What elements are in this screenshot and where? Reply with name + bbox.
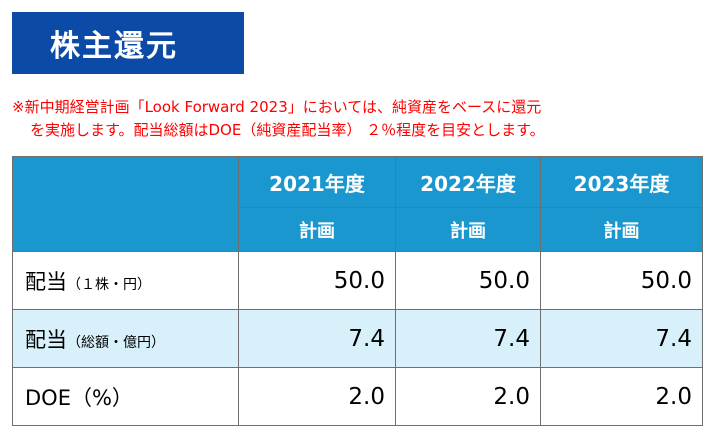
value-cell: 7.4 bbox=[238, 309, 396, 368]
policy-note-line-2: を実施します。配当総額はDOE（純資産配当率） ２％程度を目安とします。 bbox=[30, 121, 545, 139]
table-row-dividend-total: 配当（総額・億円） 7.4 7.4 7.4 bbox=[12, 309, 703, 368]
row-label-sub: （総額・億円） bbox=[67, 334, 165, 351]
value-cell: 50.0 bbox=[540, 251, 703, 310]
shareholder-return-table: 2021年度 2022年度 2023年度 計画 計画 計画 配当（１株・円） 5… bbox=[12, 156, 703, 426]
header-plan-2022: 計画 bbox=[395, 207, 541, 252]
value-cell: 2.0 bbox=[395, 367, 541, 426]
policy-note-line-1: ※新中期経営計画「Look Forward 2023」においては、純資産をベース… bbox=[12, 98, 542, 116]
row-label: 配当（総額・億円） bbox=[12, 309, 239, 368]
table-row-doe: DOE（%） 2.0 2.0 2.0 bbox=[12, 367, 703, 426]
row-label-main: 配当 bbox=[25, 327, 67, 352]
row-label: 配当（１株・円） bbox=[12, 251, 239, 310]
value-cell: 7.4 bbox=[540, 309, 703, 368]
section-title-text: 株主還元 bbox=[50, 29, 178, 64]
header-plan-2023: 計画 bbox=[540, 207, 703, 252]
header-year-2021: 2021年度 bbox=[238, 156, 396, 208]
policy-note: ※新中期経営計画「Look Forward 2023」においては、純資産をベース… bbox=[12, 96, 712, 142]
header-blank-cell bbox=[12, 156, 239, 252]
section-title: 株主還元 bbox=[12, 12, 244, 74]
value-cell: 50.0 bbox=[395, 251, 541, 310]
value-cell: 2.0 bbox=[238, 367, 396, 426]
value-cell: 7.4 bbox=[395, 309, 541, 368]
value-cell: 50.0 bbox=[238, 251, 396, 310]
header-plan-2021: 計画 bbox=[238, 207, 396, 252]
row-label-main: DOE（%） bbox=[25, 385, 133, 410]
year-header-row: 2021年度 2022年度 2023年度 bbox=[12, 156, 703, 252]
row-label-main: 配当 bbox=[25, 269, 67, 294]
value-cell: 2.0 bbox=[540, 367, 703, 426]
table-row-dividend-per-share: 配当（１株・円） 50.0 50.0 50.0 bbox=[12, 251, 703, 310]
header-year-2022: 2022年度 bbox=[395, 156, 541, 208]
header-year-2023: 2023年度 bbox=[540, 156, 703, 208]
row-label: DOE（%） bbox=[12, 367, 239, 426]
plan-header-row: 計画 計画 計画 bbox=[13, 207, 703, 252]
row-label-sub: （１株・円） bbox=[67, 276, 151, 293]
